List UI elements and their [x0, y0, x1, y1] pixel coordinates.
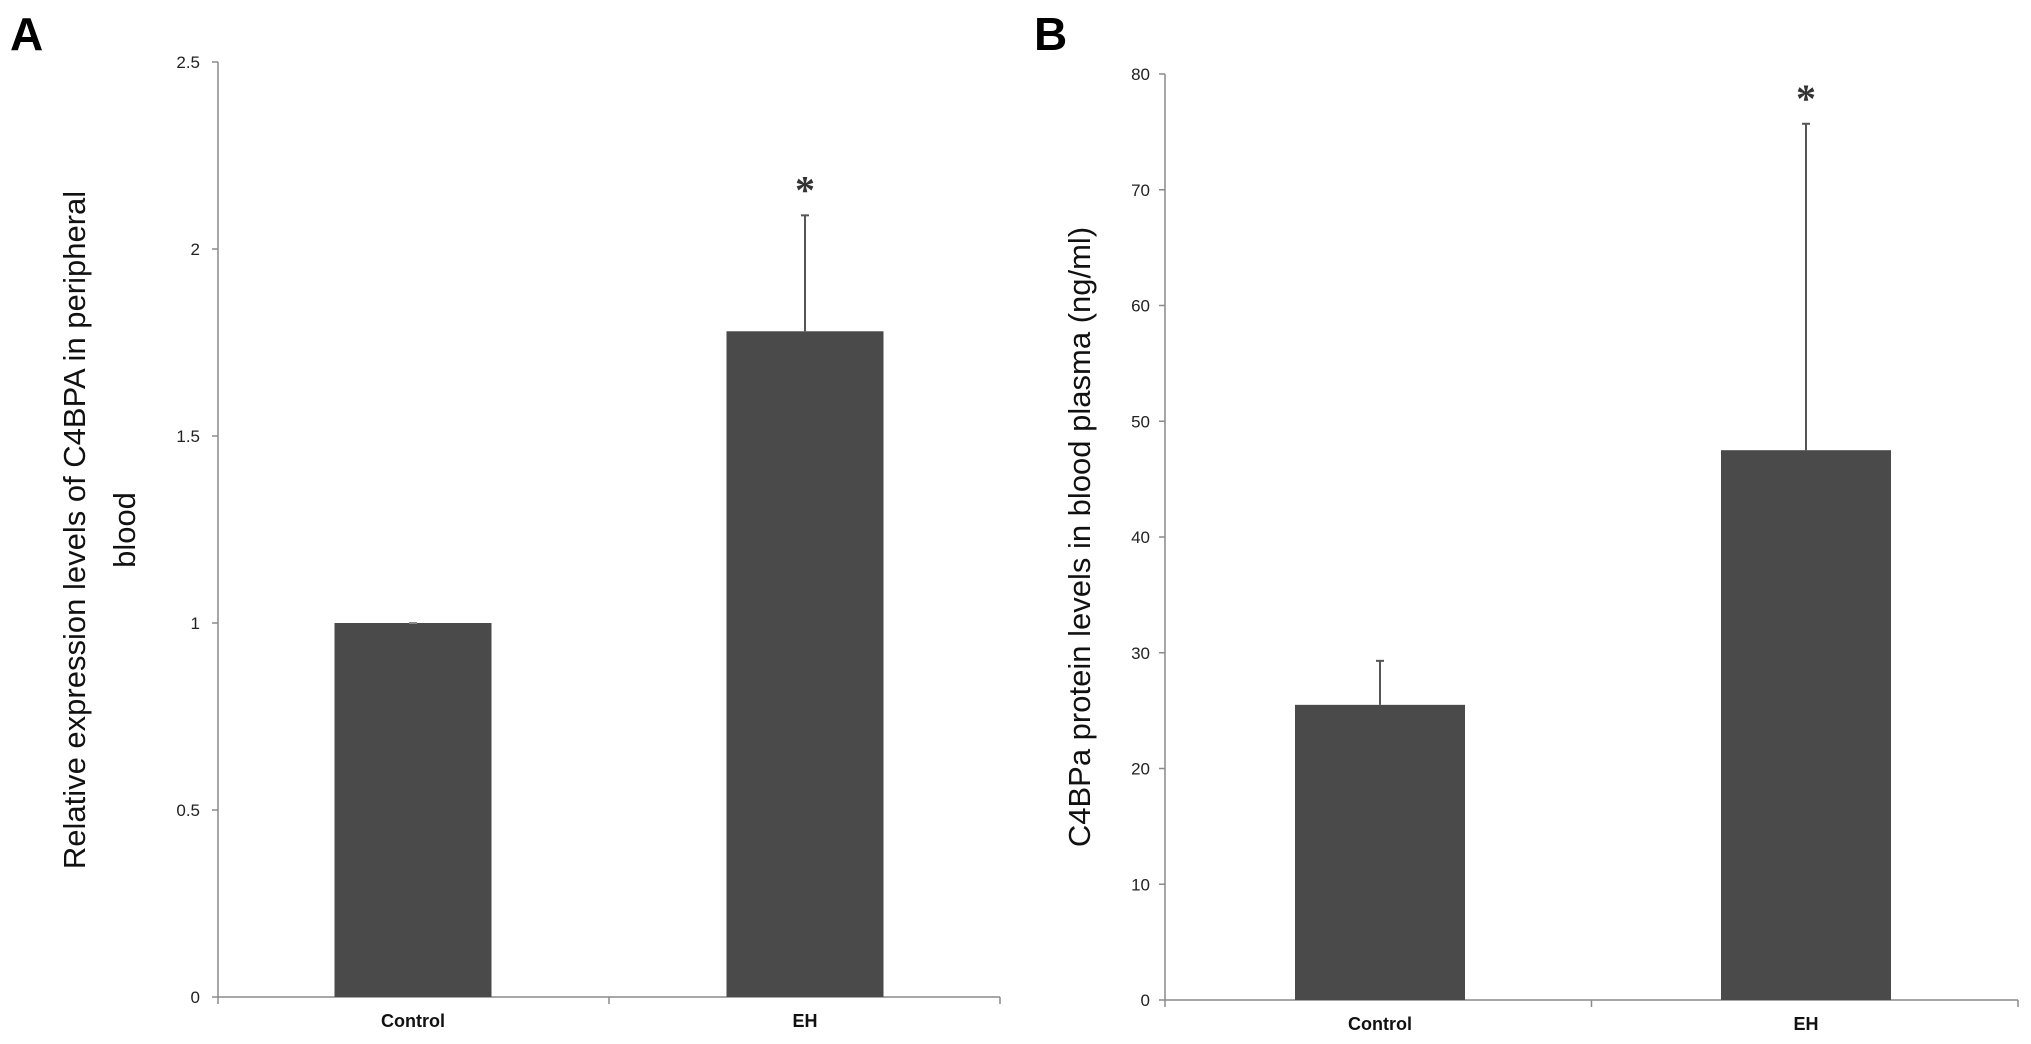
y-tick-label: 2 — [191, 240, 200, 259]
x-category-label: Control — [1348, 1014, 1412, 1034]
panel-label: B — [1034, 8, 1067, 60]
bar-control — [1295, 704, 1465, 1000]
y-tick-label: 0.5 — [176, 801, 200, 820]
bar-eh — [1721, 450, 1891, 1000]
y-tick-label: 1.5 — [176, 427, 200, 446]
y-axis-label-line: C4BPa protein levels in blood plasma (ng… — [1062, 227, 1097, 847]
y-tick-label: 2.5 — [176, 53, 200, 72]
y-tick-label: 50 — [1131, 412, 1150, 431]
y-tick-label: 70 — [1131, 181, 1150, 200]
panel-b: B 0 10 20 30 40 50 60 70 80 Control * EH C4BPa protei… — [1034, 8, 2019, 1034]
panel-a: A 0 0.5 1 1.5 2 2.5 Control * EH Relative expressi… — [10, 8, 1001, 1031]
y-axis-label-line: blood — [107, 492, 142, 568]
y-tick-label: 60 — [1131, 297, 1150, 316]
x-category-label: EH — [792, 1011, 817, 1031]
y-tick-label: 20 — [1131, 760, 1150, 779]
x-category-label: Control — [381, 1011, 445, 1031]
y-axis-label-line: Relative expression levels of C4BPA in p… — [57, 191, 92, 869]
x-category-label: EH — [1793, 1014, 1818, 1034]
y-tick-label: 0 — [1141, 991, 1150, 1010]
significance-marker: * — [1796, 76, 1816, 121]
y-tick-label: 1 — [191, 614, 200, 633]
bar-control — [334, 623, 492, 997]
y-tick-label: 0 — [191, 988, 200, 1007]
significance-marker: * — [795, 167, 815, 212]
y-axis-label: C4BPa protein levels in blood plasma (ng… — [1062, 227, 1097, 847]
y-tick-label: 10 — [1131, 875, 1150, 894]
panel-label: A — [10, 8, 43, 60]
y-tick-label: 80 — [1131, 65, 1150, 84]
bar-eh — [726, 331, 884, 997]
y-tick-label: 30 — [1131, 644, 1150, 663]
y-tick-label: 40 — [1131, 528, 1150, 547]
y-axis-label: Relative expression levels of C4BPA in p… — [57, 191, 142, 869]
